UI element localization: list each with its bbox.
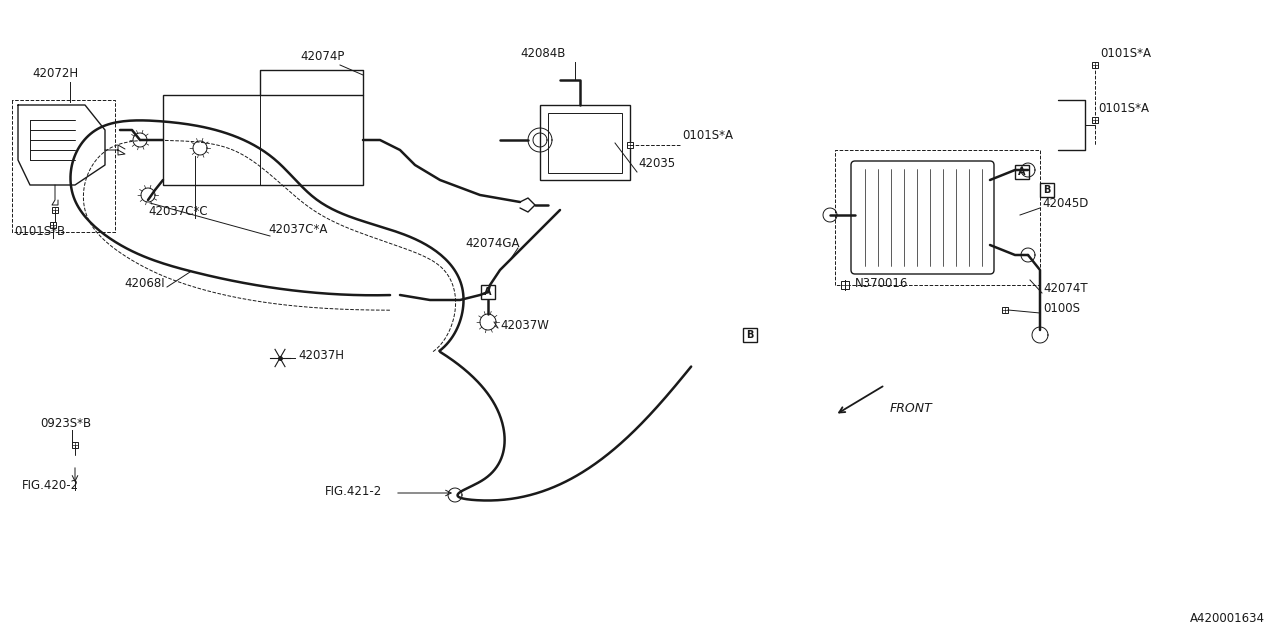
Bar — [163, 95, 364, 185]
Text: 42074T: 42074T — [1043, 282, 1088, 295]
Bar — [1039, 183, 1053, 197]
Text: FIG.421-2: FIG.421-2 — [325, 485, 383, 498]
Text: 42045D: 42045D — [1042, 197, 1088, 210]
Text: 0923S*B: 0923S*B — [40, 417, 91, 430]
Text: A: A — [1019, 167, 1025, 177]
Text: 0101S*A: 0101S*A — [1100, 47, 1151, 60]
Text: 42037W: 42037W — [500, 319, 549, 332]
Text: 42035: 42035 — [637, 157, 675, 170]
Text: 0101S*A: 0101S*A — [1098, 102, 1149, 115]
Text: 42072H: 42072H — [32, 67, 78, 80]
Text: 0101S*B: 0101S*B — [14, 225, 65, 238]
Bar — [548, 113, 622, 173]
Text: A420001634: A420001634 — [1190, 612, 1265, 625]
Text: A: A — [484, 287, 492, 297]
Text: 42037C*A: 42037C*A — [268, 223, 328, 236]
Bar — [742, 328, 756, 342]
Bar — [481, 285, 495, 299]
Text: B: B — [1043, 185, 1051, 195]
Text: B: B — [746, 330, 754, 340]
Text: 42037H: 42037H — [298, 349, 344, 362]
Text: FIG.420-2: FIG.420-2 — [22, 479, 79, 492]
Text: 42068I: 42068I — [124, 277, 165, 290]
Text: 42084B: 42084B — [520, 47, 566, 60]
Bar — [1015, 165, 1029, 179]
Text: FRONT: FRONT — [890, 402, 933, 415]
Text: 42074GA: 42074GA — [466, 237, 520, 250]
Bar — [540, 105, 630, 180]
Text: N370016: N370016 — [855, 277, 909, 290]
Text: 0100S: 0100S — [1043, 302, 1080, 315]
Text: 42074P: 42074P — [300, 50, 344, 63]
Text: 42037C*C: 42037C*C — [148, 205, 207, 218]
Text: 0101S*A: 0101S*A — [682, 129, 733, 142]
